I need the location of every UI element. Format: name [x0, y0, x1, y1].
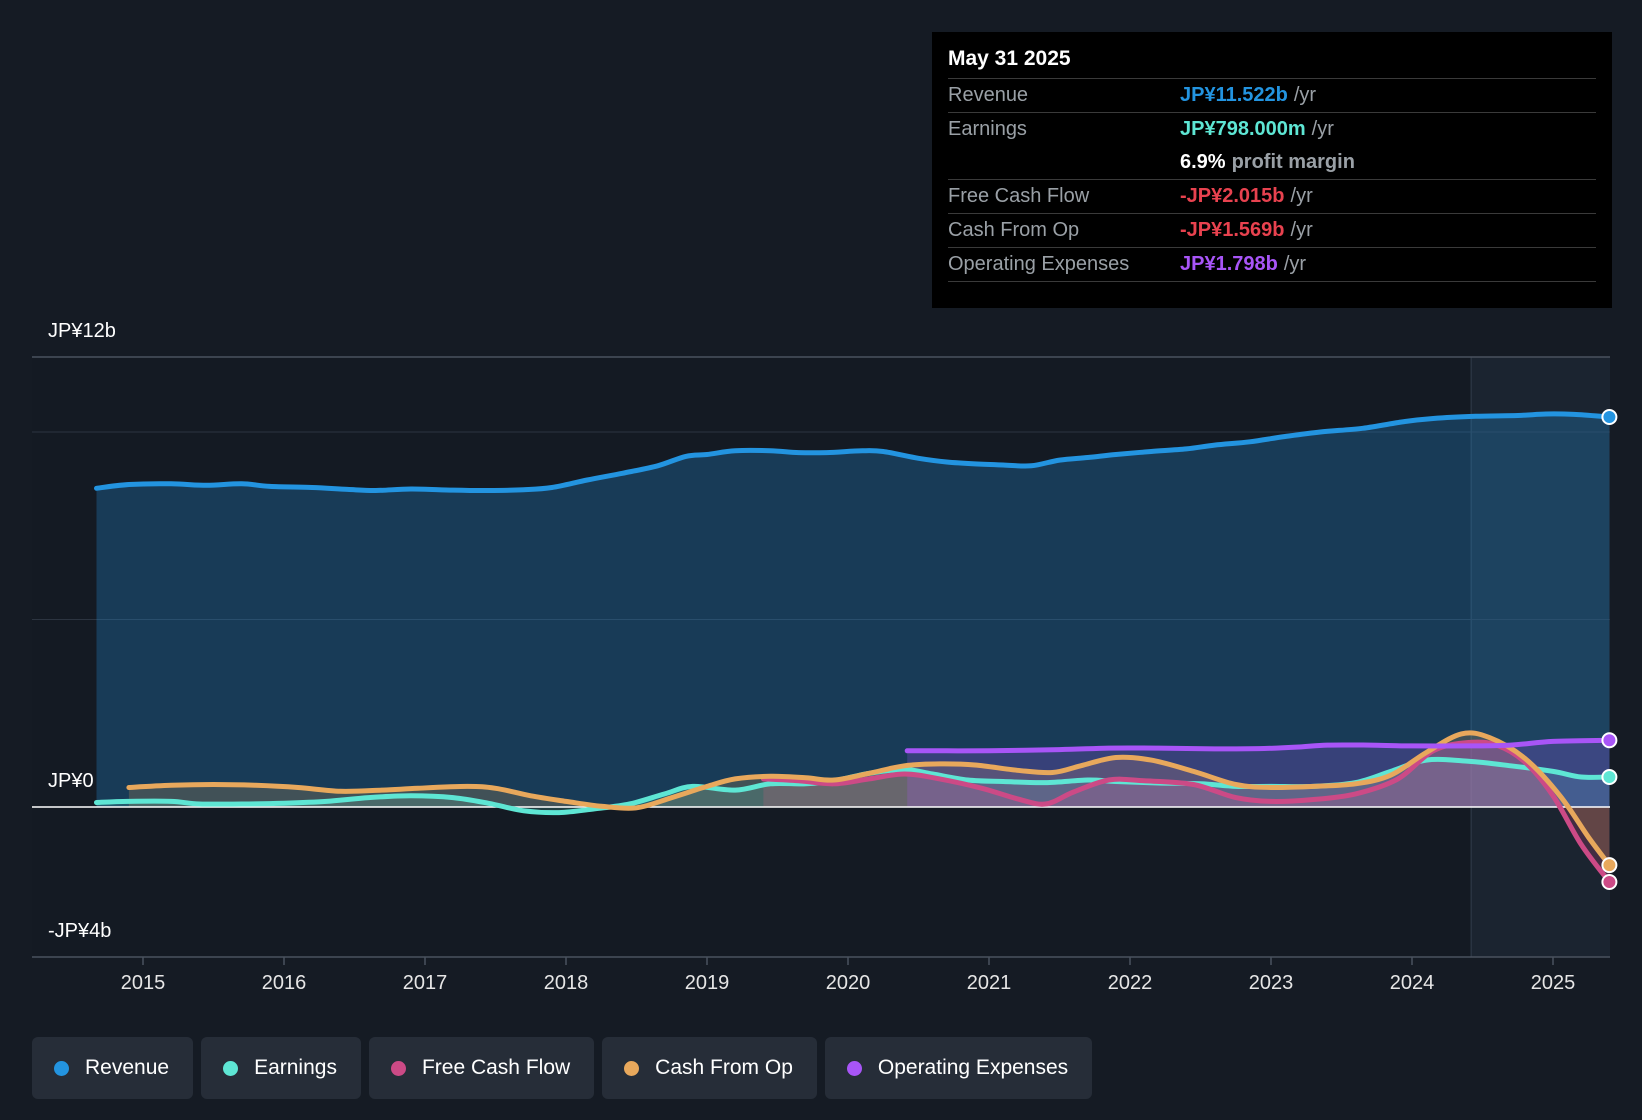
tooltip-label: Cash From Op [948, 219, 1080, 241]
free-cash-flow-end-point [1601, 874, 1618, 890]
x-tick-label: 2025 [1531, 972, 1576, 994]
x-tick-label: 2015 [121, 972, 166, 994]
revenue-end-point [1601, 409, 1618, 425]
tooltip-value: -JP¥2.015b [1180, 185, 1285, 207]
tooltip-value: JP¥1.798b [1180, 253, 1278, 275]
forecast-region [1471, 357, 1610, 957]
x-axis-ticks: 2015 2016 2017 2018 2019 2020 2021 2022 2023 2024… [121, 957, 1576, 994]
legend-item-operating-expenses[interactable]: Operating Expenses [824, 1037, 1093, 1099]
cash-from-op-end-point [1601, 857, 1618, 874]
data-tooltip: May 31 2025 Revenue JP¥11.522b /yr Earni… [932, 32, 1612, 308]
x-tick-label: 2016 [262, 972, 307, 994]
legend-item-revenue[interactable]: Revenue [32, 1037, 194, 1099]
tooltip-value: 6.9% [1180, 151, 1226, 173]
tooltip-date: May 31 2025 [948, 47, 1071, 70]
chart-background [32, 357, 1610, 957]
legend-label: Earnings [254, 1056, 337, 1079]
legend-label: Revenue [85, 1056, 170, 1079]
legend-item-free-cash-flow[interactable]: Free Cash Flow [368, 1037, 595, 1099]
revenue-line [94, 411, 1612, 494]
legend-dot-icon [390, 1060, 406, 1076]
earnings-area [96, 759, 1610, 813]
legend-dot-icon [624, 1060, 640, 1076]
legend-dot-icon [846, 1060, 862, 1076]
tooltip-unit: /yr [1293, 84, 1317, 106]
tooltip-label: Operating Expenses [948, 253, 1130, 275]
cash-from-op-area [128, 732, 1610, 866]
tooltip-label: Free Cash Flow [948, 185, 1090, 207]
x-tick-label: 2024 [1390, 972, 1435, 994]
tooltip-row-cfo: Cash From Op -JP¥1.569b /yr [948, 213, 1596, 247]
operating-expenses-end-point [1601, 732, 1618, 749]
x-tick-label: 2020 [826, 972, 871, 994]
revenue-area [96, 413, 1610, 807]
legend-dot-icon [54, 1060, 69, 1076]
tooltip-unit: /yr [1283, 253, 1307, 275]
cash-from-op-line [126, 730, 1612, 868]
x-tick-label: 2017 [403, 972, 448, 994]
chart-legend: Revenue Earnings Free Cash Flow Cash Fro… [32, 1037, 1093, 1099]
x-tick-label: 2019 [685, 972, 730, 994]
legend-label: Free Cash Flow [421, 1056, 571, 1079]
legend-item-cash-from-op[interactable]: Cash From Op [602, 1037, 817, 1099]
series-lines [94, 411, 1612, 885]
tooltip-row-fcf: Free Cash Flow -JP¥2.015b /yr [948, 179, 1596, 213]
tooltip-row-opex: Operating Expenses JP¥1.798b /yr [948, 247, 1596, 282]
tooltip-unit: /yr [1290, 219, 1313, 241]
legend-item-earnings[interactable]: Earnings [201, 1037, 361, 1099]
x-tick-label: 2018 [544, 972, 589, 994]
y-axis-label-bottom: -JP¥4b [48, 920, 112, 942]
tooltip-value: JP¥11.522b [1180, 84, 1288, 106]
operating-expenses-line [904, 737, 1612, 754]
tooltip-row-revenue: Revenue JP¥11.522b /yr [948, 78, 1596, 112]
tooltip-row-earnings: Earnings JP¥798.000m /yr [948, 112, 1596, 146]
tooltip-unit: /yr [1311, 118, 1334, 140]
earnings-end-point [1601, 769, 1618, 785]
legend-label: Operating Expenses [877, 1056, 1069, 1079]
legend-label: Cash From Op [655, 1056, 793, 1079]
tooltip-value: JP¥798.000m [1180, 118, 1306, 140]
x-tick-label: 2023 [1249, 972, 1294, 994]
tooltip-value: -JP¥1.569b [1180, 219, 1285, 241]
x-tick-label: 2022 [1108, 972, 1153, 994]
series-end-markers [1601, 409, 1618, 890]
y-axis-label-top: JP¥12b [48, 320, 116, 342]
tooltip-label: Earnings [948, 118, 1027, 140]
x-tick-label: 2021 [967, 972, 1012, 994]
tooltip-label: Revenue [948, 84, 1029, 106]
tooltip-row-margin: 6.9% profit margin [948, 146, 1596, 179]
y-axis-label-zero: JP¥0 [48, 770, 94, 792]
tooltip-unit: /yr [1290, 185, 1313, 207]
tooltip-unit: profit margin [1231, 151, 1355, 173]
legend-dot-icon [223, 1060, 239, 1076]
